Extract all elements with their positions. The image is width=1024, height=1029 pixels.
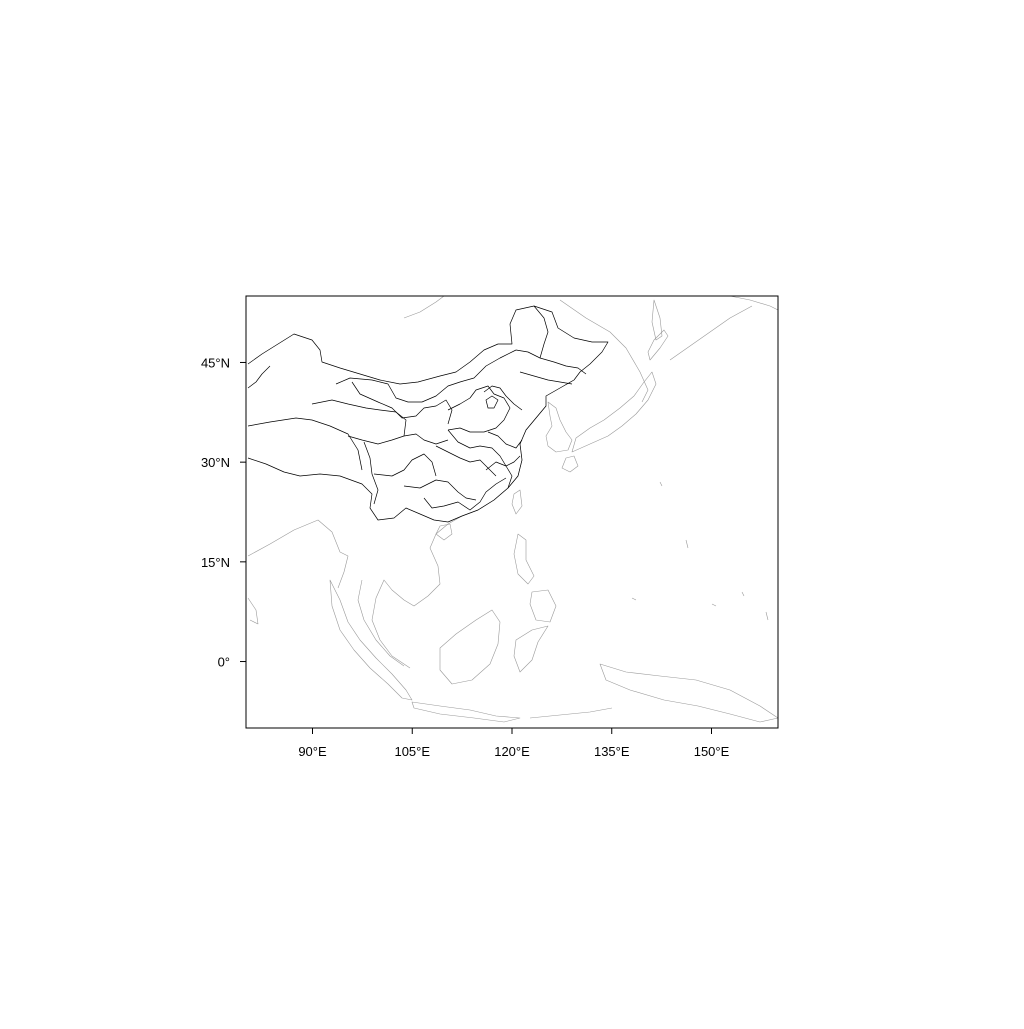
coastline-china-east	[435, 405, 547, 535]
coastline-java	[411, 701, 521, 723]
coastline-japan-kyushu	[561, 455, 579, 473]
boundary-west-extra	[247, 365, 271, 389]
boundary-inner-mongolia	[335, 349, 517, 403]
coastline-kuril	[669, 305, 753, 361]
coastline-luzon	[513, 533, 535, 585]
coastline-lesser-sunda	[529, 707, 613, 719]
boundary-tibet-sichuan	[363, 441, 379, 505]
boundary-yunnan-guizhou	[403, 479, 477, 501]
coastline-layer	[247, 295, 779, 723]
coastline-sulawesi	[513, 625, 549, 673]
coastline-bengal	[247, 519, 349, 589]
longitude-axis: 90°E 105°E 120°E 135°E 150°E	[298, 728, 730, 759]
coastline-sakhalin	[651, 299, 663, 341]
coastline-kamchatka	[729, 295, 779, 311]
boundary-gansu	[351, 381, 453, 425]
coastline-india-east	[247, 597, 259, 625]
boundary-xinjiang-tibet	[247, 417, 363, 471]
boundary-shandong-hebei	[483, 385, 523, 411]
lon-tick-label: 120°E	[494, 744, 530, 759]
coastline-indochina	[371, 533, 441, 669]
map-frame	[245, 295, 779, 729]
china-outline	[247, 305, 609, 523]
boundary-xinjiang-qinghai	[311, 399, 407, 437]
coastline-new-guinea	[599, 663, 779, 723]
coastline-malay	[357, 579, 405, 667]
lon-tick-label: 150°E	[694, 744, 730, 759]
coastline-japan-honshu	[571, 371, 657, 453]
boundary-heilongjiang	[533, 305, 549, 359]
china-provincial-boundaries	[247, 305, 609, 523]
lon-tick-label: 105°E	[394, 744, 430, 759]
lat-tick-label: 30°N	[201, 455, 230, 470]
coastline-pacific-islands	[631, 481, 769, 621]
coastline-borneo	[439, 609, 501, 685]
boundary-northeast	[515, 349, 587, 375]
boundary-central	[447, 429, 521, 467]
lat-tick-label: 45°N	[201, 355, 230, 370]
boundary-anhui-jiangsu	[487, 431, 523, 449]
lon-tick-label: 90°E	[298, 744, 327, 759]
lat-tick-label: 15°N	[201, 555, 230, 570]
coastline-korea	[545, 401, 573, 453]
coastline-okhotsk	[403, 295, 445, 319]
boundary-guangxi-guangdong	[423, 477, 507, 511]
lat-tick-label: 0°	[218, 655, 230, 670]
boundary-hubei-hunan	[435, 445, 497, 477]
coastline-mindanao	[529, 589, 557, 623]
coastline-hainan	[435, 523, 453, 541]
coastline-far-east	[559, 299, 649, 403]
boundary-jilin-liaoning	[519, 371, 573, 385]
boundary-qinghai-sichuan	[347, 433, 449, 445]
boundary-beijing-tianjin	[485, 395, 499, 409]
lon-tick-label: 135°E	[594, 744, 630, 759]
boundary-jiangxi-fujian	[485, 461, 513, 489]
coastline-taiwan	[511, 489, 523, 515]
boundary-sichuan-yunnan	[373, 453, 437, 477]
coastline-sumatra	[329, 579, 413, 701]
boundary-central-north	[447, 385, 511, 433]
coastline-japan-hokkaido	[647, 329, 669, 361]
latitude-axis: 0° 15°N 30°N 45°N	[201, 355, 246, 670]
